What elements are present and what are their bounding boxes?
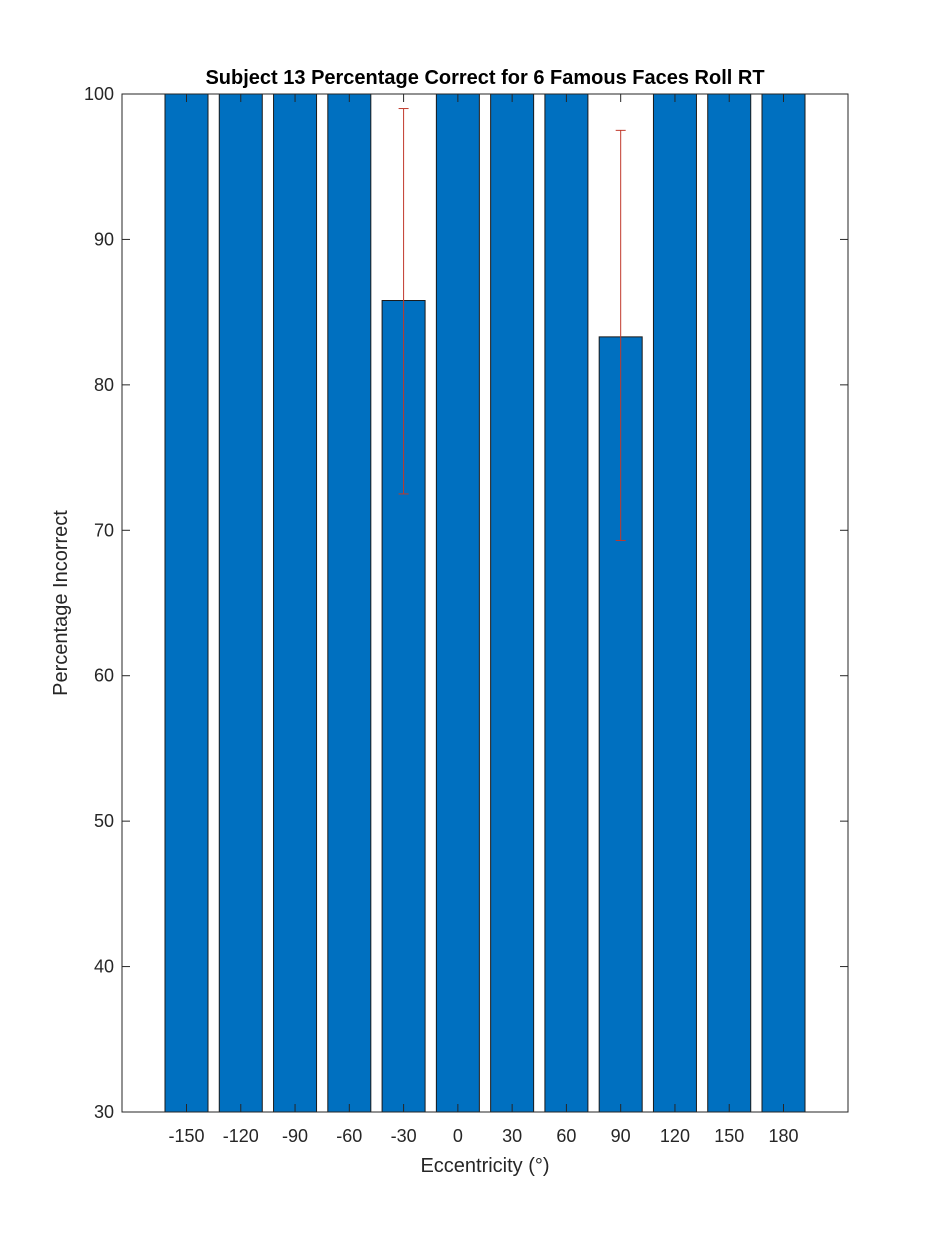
- bar--60: [327, 93, 372, 1113]
- x-tick-label: -30: [391, 1126, 417, 1146]
- y-axis-label: Percentage Incorrect: [50, 510, 72, 696]
- bar--120: [218, 93, 263, 1113]
- x-tick-label: 90: [611, 1126, 631, 1146]
- bar--90: [273, 93, 318, 1113]
- bar-30: [490, 93, 535, 1113]
- y-tick-label: 100: [84, 84, 114, 104]
- x-tick-label: -90: [282, 1126, 308, 1146]
- y-tick-label: 40: [94, 957, 114, 977]
- bar--150: [164, 93, 209, 1113]
- bar-150: [707, 93, 752, 1113]
- y-tick-label: 70: [94, 520, 114, 540]
- x-axis-label: Eccentricity (°): [420, 1155, 549, 1177]
- y-tick-label: 30: [94, 1102, 114, 1122]
- x-tick-label: 180: [768, 1126, 798, 1146]
- x-tick-label: 30: [502, 1126, 522, 1146]
- x-tick-label: -150: [168, 1126, 204, 1146]
- bar-120: [652, 93, 697, 1113]
- bar-180: [761, 93, 806, 1113]
- x-tick-label: 60: [556, 1126, 576, 1146]
- x-tick-label: 150: [714, 1126, 744, 1146]
- x-tick-label: 0: [453, 1126, 463, 1146]
- error-bars-group: [398, 108, 626, 541]
- plot-frame: [121, 93, 849, 1113]
- y-tick-label: 90: [94, 229, 114, 249]
- error-bar-90: [615, 129, 626, 541]
- bars-group: [164, 93, 806, 1113]
- x-tick-label: 120: [660, 1126, 690, 1146]
- y-tick-label: 60: [94, 666, 114, 686]
- error-bar--30: [398, 108, 409, 495]
- ticks-group: 30 40 50 60 70 80 90 100 -150 -120 -90 -60 -30 0 30 60 9…: [84, 84, 848, 1146]
- bar-60: [544, 93, 589, 1113]
- chart-title: Subject 13 Percentage Correct for 6 Famo…: [205, 67, 764, 89]
- y-tick-label: 80: [94, 375, 114, 395]
- x-tick-label: -60: [336, 1126, 362, 1146]
- y-tick-label: 50: [94, 811, 114, 831]
- x-tick-label: -120: [223, 1126, 259, 1146]
- bar-0: [435, 93, 480, 1113]
